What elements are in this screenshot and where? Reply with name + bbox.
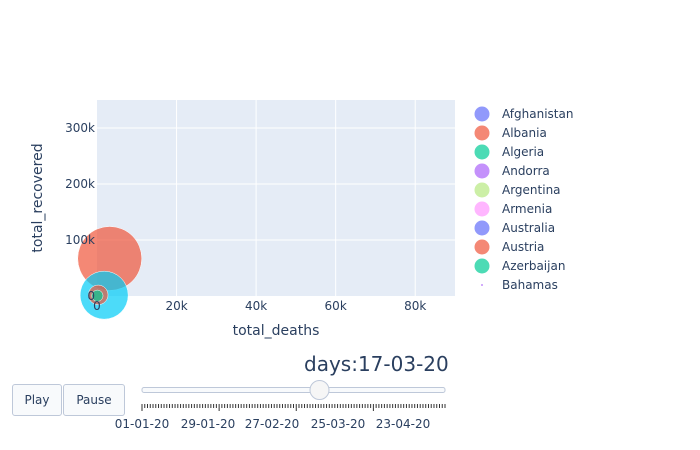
date-slider[interactable]: 01-01-20 29-01-20 27-02-20 25-03-20 23-04-20: [115, 380, 446, 432]
legend-marker: [474, 239, 490, 255]
legend-label: Bahamas: [502, 278, 558, 292]
x-tick-label: 20k: [165, 299, 187, 313]
legend-marker: [474, 125, 490, 141]
data-point: [91, 289, 104, 302]
slider-date-label: 25-03-20: [311, 417, 365, 431]
legend-item[interactable]: Andorra: [474, 163, 550, 179]
legend-label: Azerbaijan: [502, 259, 565, 273]
legend-label: Argentina: [502, 183, 561, 197]
legend-item[interactable]: Algeria: [474, 144, 545, 160]
legend-label: Armenia: [502, 202, 552, 216]
legend[interactable]: Afghanistan Albania Algeria Andorra Argentin…: [474, 106, 574, 293]
legend-marker: [474, 220, 490, 236]
legend-label: Australia: [502, 221, 555, 235]
legend-marker: [481, 284, 483, 286]
x-tick-label: 0: [93, 299, 101, 313]
legend-item[interactable]: Afghanistan: [474, 106, 574, 122]
y-tick-label: 100k: [65, 233, 95, 247]
legend-marker: [474, 201, 490, 217]
legend-item[interactable]: Albania: [474, 125, 547, 141]
y-axis-title: total_recovered: [30, 143, 46, 252]
slider-date-label: 23-04-20: [376, 417, 430, 431]
play-button[interactable]: Play: [12, 384, 62, 416]
legend-item[interactable]: Azerbaijan: [474, 258, 566, 274]
y-tick-label: 0: [87, 289, 95, 303]
legend-label: Algeria: [502, 145, 544, 159]
y-tick-label: 300k: [65, 121, 95, 135]
points-layer: [77, 226, 142, 320]
legend-item[interactable]: Argentina: [474, 182, 561, 198]
legend-item[interactable]: Bahamas: [481, 278, 558, 292]
legend-item[interactable]: Armenia: [474, 201, 553, 217]
legend-label: Afghanistan: [502, 107, 573, 121]
y-tick-label: 200k: [65, 177, 95, 191]
slider-rail: [141, 387, 446, 393]
slider-handle[interactable]: [309, 380, 330, 400]
legend-marker: [474, 258, 490, 274]
x-axis-title: total_deaths: [233, 323, 320, 339]
slider-date-value: 17-03-20: [357, 352, 449, 376]
legend-marker: [474, 163, 490, 179]
legend-item[interactable]: Australia: [474, 220, 556, 236]
legend-marker: [474, 106, 490, 122]
legend-item[interactable]: Austria: [474, 239, 545, 255]
x-tick-label: 60k: [325, 299, 347, 313]
legend-label: Albania: [502, 126, 547, 140]
tick-layer: 0 20k 40k 60k 80k 0 100k 200k 300k: [65, 121, 426, 313]
slider-date-label: 01-01-20: [115, 417, 169, 431]
legend-marker: [474, 144, 490, 160]
slider-date-label: 27-02-20: [245, 417, 299, 431]
grid-layer: [97, 100, 455, 296]
slider-prefix: days:: [304, 352, 358, 376]
plot-background: [97, 100, 455, 296]
x-tick-label: 80k: [404, 299, 426, 313]
x-tick-label: 40k: [245, 299, 267, 313]
legend-marker: [474, 182, 490, 198]
slider-date-label: 29-01-20: [181, 417, 235, 431]
legend-label: Austria: [502, 240, 544, 254]
legend-label: Andorra: [502, 164, 550, 178]
pause-button[interactable]: Pause: [63, 384, 125, 416]
slider-current-value: days:17-03-20: [304, 352, 449, 376]
